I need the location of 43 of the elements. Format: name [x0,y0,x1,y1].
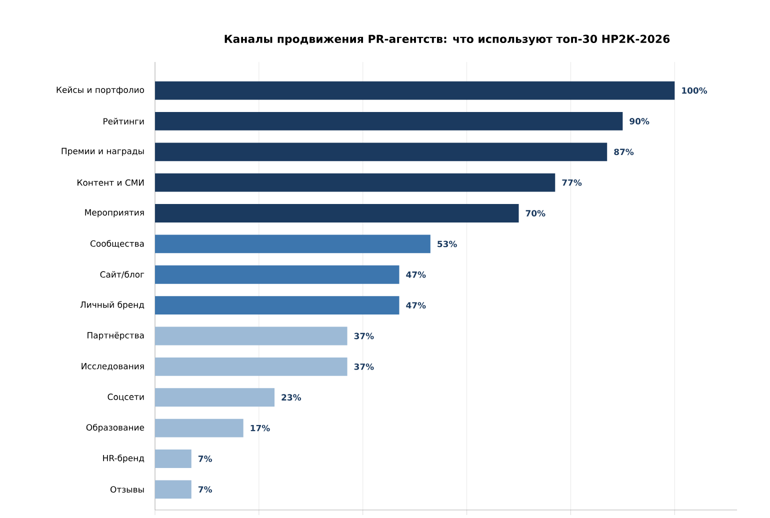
chart-title: Каналы продвижения PR-агентств: что используют топ-30 НР2К-2026 [224,34,670,46]
data-label: 47% [406,302,426,309]
y-tick-label: Сообщества [90,240,144,248]
data-label: 17% [250,424,270,432]
bar [155,388,275,407]
data-label: 100% [682,87,708,94]
data-label: 37% [354,363,374,370]
bar [155,326,348,346]
bar [155,450,192,468]
data-label: 7% [198,456,212,462]
data-label: 87% [614,148,634,156]
y-tick-label: Контент и СМИ [78,179,144,186]
y-tick-label: HR-бренд [103,454,144,463]
data-label: 47% [406,271,426,278]
y-tick-label: Личный бренд [80,301,144,310]
bar [155,142,608,162]
bar [155,296,400,315]
data-label: 70% [526,210,546,216]
bar [155,112,623,130]
y-tick-label: Кейсы и портфолио [56,86,144,95]
y-tick-label: Рейтинги [104,118,144,124]
bar [155,81,675,100]
bar [155,204,519,222]
bar [155,234,430,254]
bar [155,418,244,438]
data-label: 37% [354,332,374,340]
y-tick-label: Отзывы [110,486,144,493]
bar [155,173,556,192]
data-label: 23% [282,394,302,401]
bar [155,357,348,376]
bar [155,480,192,499]
data-label: 90% [630,118,650,124]
y-tick-label: Соцсети [108,394,144,402]
y-tick-label: Сайт/блог [100,270,144,278]
data-label: 53% [438,240,457,248]
y-tick-label: Исследования [82,363,144,370]
data-label: 7% [198,486,212,493]
y-tick-label: Мероприятия [85,209,144,218]
bar [155,265,400,284]
data-label: 77% [562,179,582,186]
y-tick-label: Образование [86,424,144,432]
y-tick-label: Партнёрства [88,332,144,340]
y-tick-label: Премии и награды [62,148,144,156]
